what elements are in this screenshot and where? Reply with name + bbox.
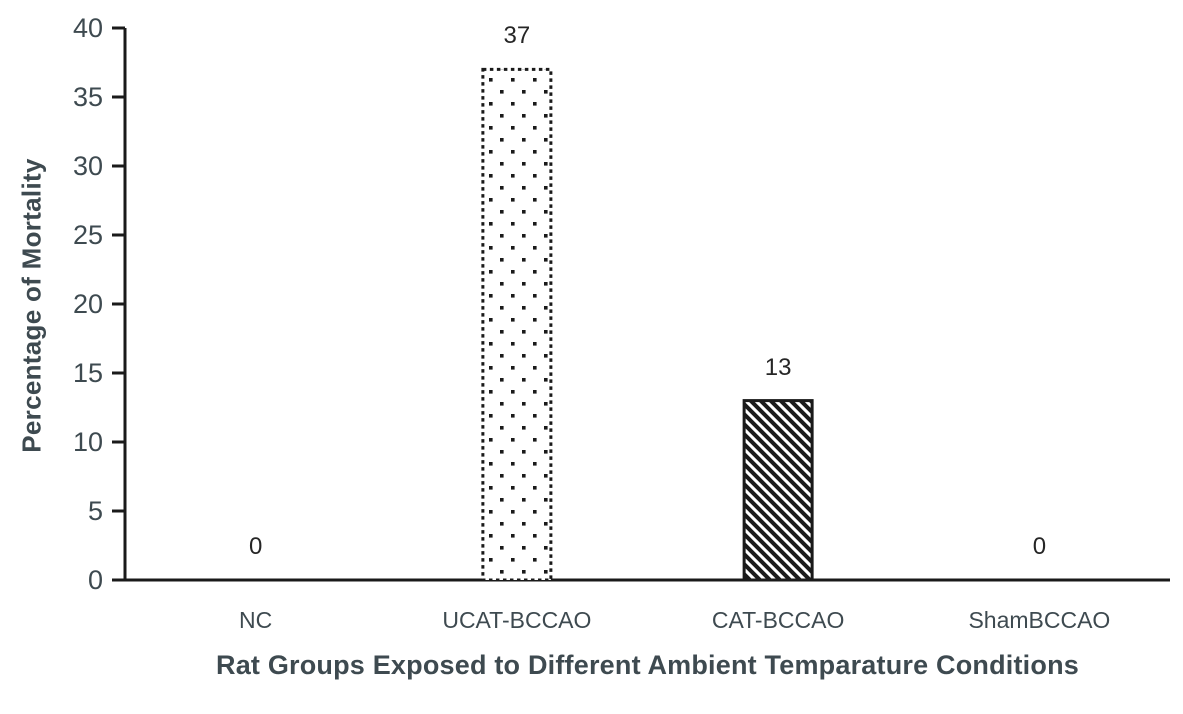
x-category-label-ucat-bccao: UCAT-BCCAO xyxy=(442,607,592,633)
y-tick-label-25: 25 xyxy=(72,219,103,250)
x-category-label-cat-bccao: CAT-BCCAO xyxy=(711,607,845,633)
y-tick-label-0: 0 xyxy=(87,564,103,595)
data-label-cat-bccao: 13 xyxy=(764,353,792,381)
data-label-nc: 0 xyxy=(248,533,263,560)
y-tick-label-35: 35 xyxy=(72,81,103,112)
data-label-shambccao: 0 xyxy=(1032,533,1047,560)
y-tick-label-40: 40 xyxy=(72,12,103,43)
bar-ucat-bccao xyxy=(481,67,553,582)
x-category-label-shambccao: ShamBCCAO xyxy=(968,607,1111,633)
data-label-ucat-bccao: 37 xyxy=(503,22,531,50)
x-category-label-nc: NC xyxy=(239,607,273,633)
y-tick-label-10: 10 xyxy=(72,426,103,457)
y-tick-label-30: 30 xyxy=(72,150,103,181)
bar-cat-bccao xyxy=(742,399,814,582)
axes xyxy=(112,26,1170,582)
y-tick-label-20: 20 xyxy=(72,288,103,319)
y-tick-label-5: 5 xyxy=(87,495,103,526)
x-axis-title: Rat Groups Exposed to Different Ambient … xyxy=(216,650,1079,680)
y-tick-label-15: 15 xyxy=(72,357,103,388)
